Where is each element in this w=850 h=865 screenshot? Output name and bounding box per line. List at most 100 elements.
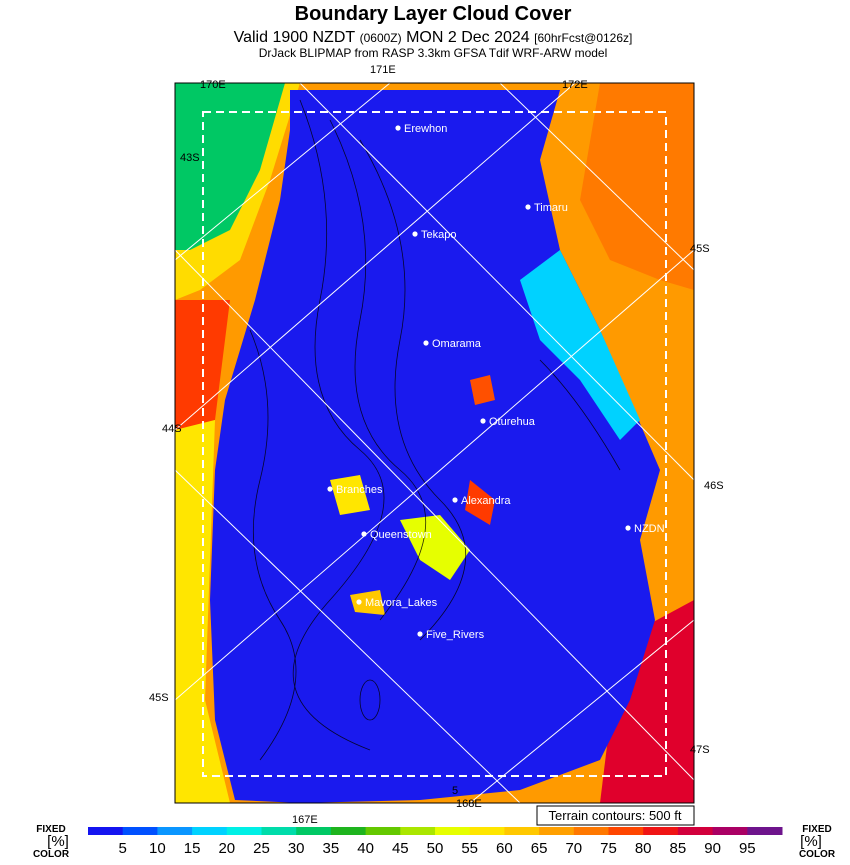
places: Erewhon Timaru Tekapo Omarama Oturehua Branch… (327, 123, 665, 641)
place-label: Alexandra (461, 495, 511, 507)
colorbar-swatch (712, 827, 748, 835)
colorbar-swatch (226, 827, 262, 835)
colorbar-caption: COLOR (799, 849, 836, 860)
grid-label: 167E (292, 814, 318, 826)
cloud-patch (400, 515, 470, 580)
place-label: Erewhon (404, 123, 447, 135)
colorbar-swatch (469, 827, 505, 835)
grid-label: 46S (704, 480, 724, 492)
place-dot (412, 231, 418, 237)
colorbar-tick-label: 30 (288, 840, 305, 857)
place-label: Five_Rivers (426, 629, 485, 641)
grid-label: 170E (200, 79, 226, 91)
sea-field (175, 420, 230, 803)
place-dot (395, 125, 401, 131)
sea-field (175, 300, 230, 430)
colorbar-tick-label: 75 (600, 840, 617, 857)
colorbar: 5 10 15 20 25 30 35 40 45 50 55 60 65 70 75 80 85 90 95 (88, 827, 783, 857)
place-dot (625, 525, 631, 531)
colorbar-swatch (365, 827, 401, 835)
colorbar-swatch (88, 827, 124, 835)
colorbar-swatch (539, 827, 575, 835)
place-dot (361, 531, 367, 537)
grid-label: 47S (690, 744, 710, 756)
colorbar-caption: FIXED (36, 824, 65, 835)
colorbar-tick-label: 5 (119, 840, 127, 857)
place-dot (480, 418, 486, 424)
colorbar-tick-label: 25 (253, 840, 270, 857)
place-label: Omarama (432, 338, 482, 350)
colorbar-swatch (573, 827, 609, 835)
grid-label: 43S (180, 152, 200, 164)
inner-domain (202, 111, 667, 777)
contour-note: Terrain contours: 500 ft (549, 808, 682, 823)
place-label: Tekapo (421, 229, 456, 241)
grid-labels: 170E 171E 172E 43S 45S 44S 46S 45S 47S 1… (149, 64, 724, 826)
grid-label: 5 (452, 785, 458, 797)
place-dot (327, 486, 333, 492)
place-label: Mavora_Lakes (365, 597, 438, 609)
place-label: Queenstown (370, 529, 432, 541)
colorbar-swatch (504, 827, 540, 835)
title: Boundary Layer Cloud Cover (295, 3, 572, 25)
grid-label: 44S (162, 423, 182, 435)
colorbar-tick-label: 80 (635, 840, 652, 857)
colorbar-swatch (122, 827, 158, 835)
place-label: NZDN (634, 523, 665, 535)
grid-label: 172E (562, 79, 588, 91)
grid-label: 171E (370, 64, 396, 76)
colorbar-tick-label: 35 (323, 840, 340, 857)
colorbar-tick-label: 50 (427, 840, 444, 857)
graticule (175, 83, 694, 803)
colorbar-tick-label: 90 (704, 840, 721, 857)
place-label: Oturehua (489, 416, 536, 428)
colorbar-swatch (330, 827, 367, 835)
colorbar-swatch (643, 827, 679, 835)
place-dot (356, 599, 362, 605)
grid-label: 45S (690, 243, 710, 255)
colorbar-tick-label: 45 (392, 840, 409, 857)
colorbar-swatch (400, 827, 436, 835)
colorbar-tick-label: 85 (670, 840, 687, 857)
colorbar-swatch (747, 827, 783, 835)
colorbar-tick-label: 40 (357, 840, 374, 857)
colorbar-caption: [%] (800, 833, 822, 850)
place-label: Branches (336, 484, 383, 496)
colorbar-tick-label: 65 (531, 840, 548, 857)
colorbar-tick-label: 60 (496, 840, 513, 857)
colorbar-tick-label: 20 (218, 840, 235, 857)
colorbar-tick-label: 70 (565, 840, 582, 857)
colorbar-tick-label: 55 (461, 840, 478, 857)
colorbar-swatch (157, 827, 193, 835)
subtitle-part: (0600Z) (360, 31, 402, 45)
place-dot (452, 497, 458, 503)
colorbar-swatch (677, 827, 714, 835)
colorbar-swatch (296, 827, 332, 835)
place-dot (423, 340, 429, 346)
cloud-patch (465, 480, 495, 525)
colorbar-tick-label: 95 (739, 840, 756, 857)
place-dot (525, 204, 531, 210)
cloud-patch (470, 375, 495, 405)
colorbar-tick-label: 10 (149, 840, 166, 857)
model-line: DrJack BLIPMAP from RASP 3.3km GFSA Tdif… (259, 46, 608, 60)
terrain-contours (249, 99, 621, 761)
subtitle: Valid 1900 NZDT (0600Z) MON 2 Dec 2024 [… (234, 29, 633, 46)
map-area (174, 82, 695, 804)
grid-label: 168E (456, 798, 482, 810)
colorbar-tick-label: 15 (184, 840, 201, 857)
subtitle-part: MON 2 Dec 2024 (406, 29, 530, 46)
colorbar-caption: [%] (47, 833, 69, 850)
place-label: Timaru (534, 202, 568, 214)
cloud-patch (520, 250, 640, 440)
subtitle-part: [60hrFcst@0126z] (534, 31, 632, 45)
place-dot (417, 631, 423, 637)
colorbar-swatch (192, 827, 228, 835)
contour-note-box (536, 805, 695, 826)
colorbar-caption: COLOR (33, 849, 70, 860)
cloud-patch (330, 475, 370, 515)
colorbar-caption: FIXED (802, 824, 831, 835)
subtitle-part: Valid 1900 NZDT (234, 29, 356, 46)
colorbar-swatch (435, 827, 471, 835)
